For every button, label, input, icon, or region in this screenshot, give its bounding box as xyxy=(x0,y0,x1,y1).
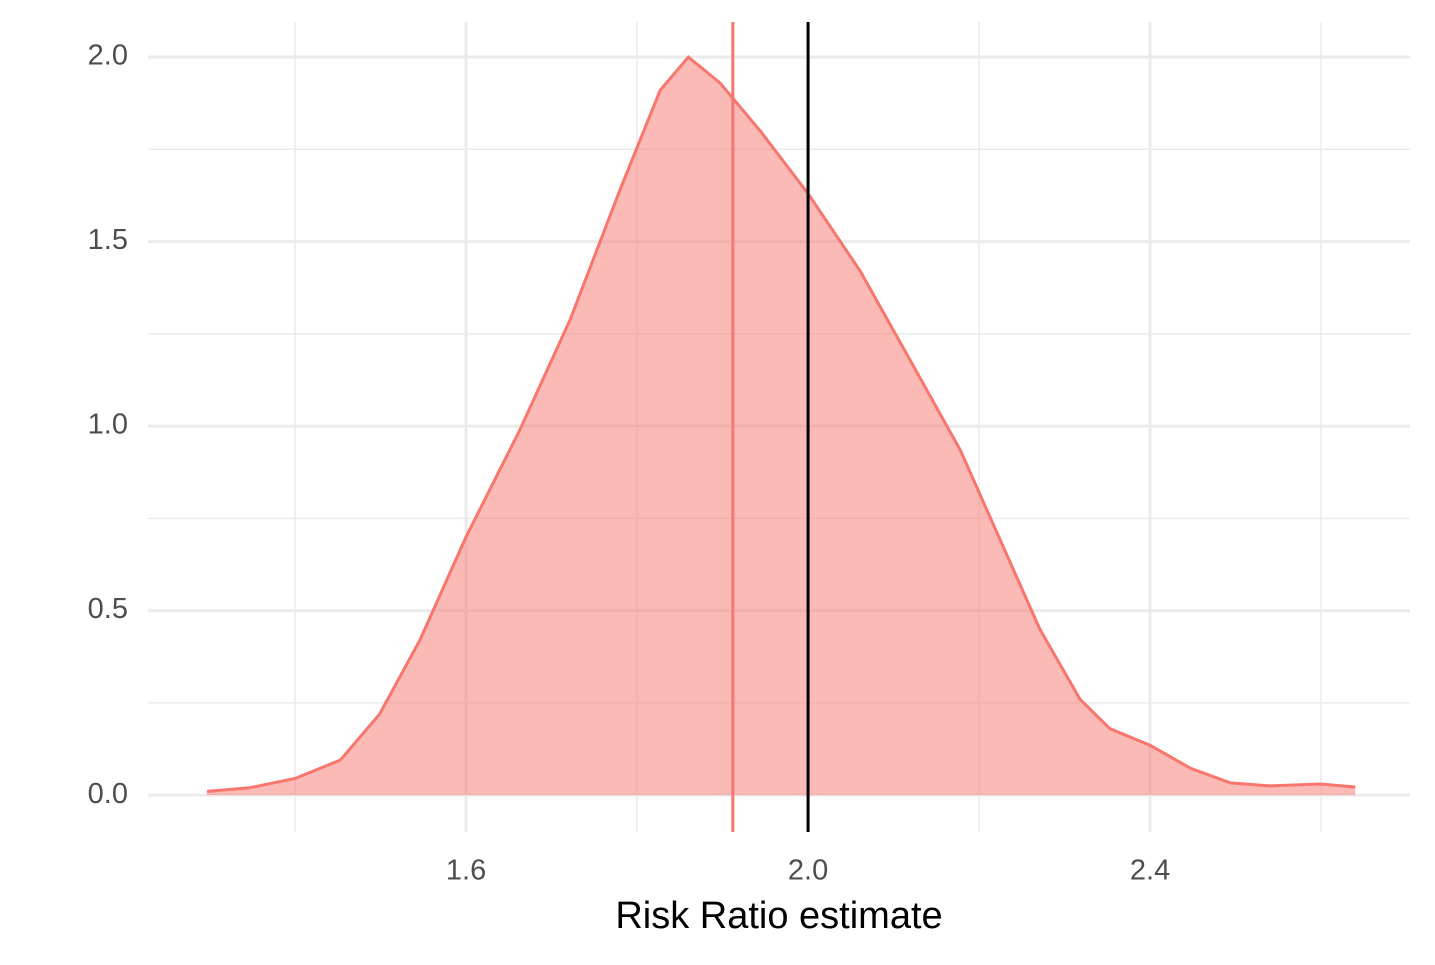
density-area xyxy=(206,57,1356,796)
y-tick-label: 0.0 xyxy=(88,778,128,810)
y-tick-label: 1.0 xyxy=(88,409,128,441)
density-line xyxy=(206,54,1356,793)
x-tick-label: 2.0 xyxy=(788,855,828,887)
x-tick-label: 1.6 xyxy=(446,855,486,887)
y-tick-label: 2.0 xyxy=(88,40,128,72)
x-tick-label: 2.4 xyxy=(1130,855,1170,887)
y-tick-label: 1.5 xyxy=(88,224,128,256)
x-axis-label: Risk Ratio estimate xyxy=(615,895,942,937)
y-tick-label: 0.5 xyxy=(88,593,128,625)
